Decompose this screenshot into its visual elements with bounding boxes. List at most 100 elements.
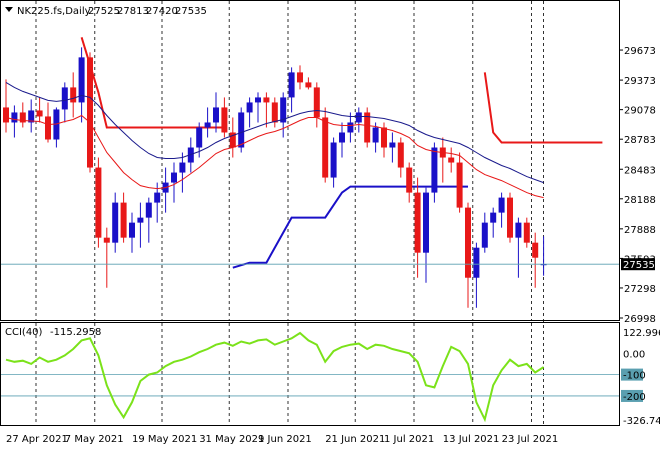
last-price-label: 27535 <box>623 260 655 271</box>
bull-candle <box>490 212 497 223</box>
date-tick-label: 19 May 2021 <box>132 434 197 445</box>
cci-panel-frame <box>0 322 620 426</box>
bear-candle <box>36 110 43 117</box>
cci-axis: 122.9967 0.00 -100 -200 -326.744 <box>621 328 660 427</box>
bear-candle <box>95 167 102 238</box>
cci-tick-label: -200 <box>623 392 646 403</box>
collapse-arrow-icon[interactable] <box>5 7 13 12</box>
bull-candle <box>473 247 480 278</box>
cci-level-badge <box>621 368 643 381</box>
bear-candle <box>263 97 270 103</box>
moving-averages <box>1 81 619 265</box>
grid <box>35 1 544 425</box>
bull-candle <box>515 222 522 238</box>
cci-panel <box>1 331 619 423</box>
bull-candle <box>61 87 68 110</box>
ohlc-low: 27420 <box>146 6 178 17</box>
bear-candle <box>507 197 513 238</box>
ohlc-high: 27813 <box>117 6 149 17</box>
cci-tick-label: -100 <box>623 371 646 382</box>
bear-candle <box>87 57 93 168</box>
bear-candle <box>3 107 9 123</box>
bear-candle <box>532 242 539 258</box>
bear-candle <box>297 72 303 83</box>
bull-candle <box>78 57 85 103</box>
bull-candle <box>112 202 119 243</box>
bear-candle <box>322 117 329 178</box>
date-tick-label: 27 Apr 2021 <box>6 434 68 445</box>
bear-candle <box>103 237 110 243</box>
price-tick-label: 29373 <box>624 76 656 87</box>
bear-candle <box>523 222 530 243</box>
price-tick-label: 29673 <box>624 46 656 57</box>
bull-candle <box>171 172 177 183</box>
ohlc-open: 27525 <box>88 6 120 17</box>
bull-candle <box>145 202 152 218</box>
bull-candle <box>179 162 186 173</box>
price-tick-label: 26998 <box>624 314 656 325</box>
price-tick-label: 29078 <box>624 106 656 117</box>
date-tick-label: 31 May 2021 <box>199 434 264 445</box>
price-panel-frame <box>0 0 620 321</box>
bull-candle <box>347 122 354 133</box>
bear-candle <box>19 112 26 123</box>
bear-candle <box>381 127 387 148</box>
bull-candle <box>255 97 261 103</box>
cci-indicator-name: CCI(40) <box>5 327 43 338</box>
bull-candle <box>137 217 144 223</box>
cci-line <box>5 331 545 423</box>
bull-candle <box>481 222 488 248</box>
cci-tick-label: -326.744 <box>623 416 660 427</box>
bear-candle <box>313 87 320 118</box>
bull-candle <box>355 112 362 123</box>
bull-candle <box>11 112 18 123</box>
bull-candle <box>238 112 245 148</box>
bull-candle <box>339 132 345 143</box>
price-tick-label: 27888 <box>624 225 656 236</box>
bear-candle <box>414 192 421 253</box>
bear-candle <box>305 82 312 88</box>
bear-candle <box>406 167 413 193</box>
bear-candle <box>456 162 463 208</box>
bear-candle <box>448 157 455 163</box>
bear-candle <box>70 87 77 103</box>
bull-candle <box>431 147 438 193</box>
ohlc-close: 27535 <box>175 6 207 17</box>
bear-candle <box>221 107 228 133</box>
cci-indicator-value: -115.2958 <box>50 327 101 338</box>
bull-candle <box>288 72 295 98</box>
date-tick-label: 21 Jun 2021 <box>325 434 385 445</box>
price-tick-label: 28483 <box>624 165 656 176</box>
date-tick-label: 7 May 2021 <box>65 434 124 445</box>
bear-candle <box>397 142 404 168</box>
bear-candle <box>465 207 471 278</box>
date-tick-label: 9 Jun 2021 <box>258 434 312 445</box>
chart-symbol: NK225.fs,Daily <box>17 6 91 17</box>
bear-candle <box>364 112 371 143</box>
cci-tick-label: 122.9967 <box>623 328 660 339</box>
bear-candle <box>229 132 236 148</box>
bear-candle <box>45 116 51 140</box>
bull-candle <box>280 97 287 123</box>
bear-candle <box>120 202 127 238</box>
cci-level-badge <box>621 389 643 402</box>
cci-tick-label: 0.00 <box>623 349 645 360</box>
price-tick-label: 28783 <box>624 135 656 146</box>
bull-candle <box>540 264 547 266</box>
bull-candle <box>196 127 203 148</box>
bull-candle <box>204 122 211 128</box>
bull-candle <box>28 110 35 123</box>
bull-candle <box>213 107 219 123</box>
price-tick-label: 28188 <box>624 195 656 206</box>
ma_slow-line <box>5 81 544 184</box>
bull-candle <box>423 192 429 253</box>
resistance-line <box>483 72 603 144</box>
bull-candle <box>498 197 505 213</box>
bull-candle <box>129 222 135 238</box>
bull-candle <box>372 127 379 143</box>
bull-candle <box>330 142 337 178</box>
last-price-badge <box>621 258 655 271</box>
support-line <box>232 185 468 269</box>
